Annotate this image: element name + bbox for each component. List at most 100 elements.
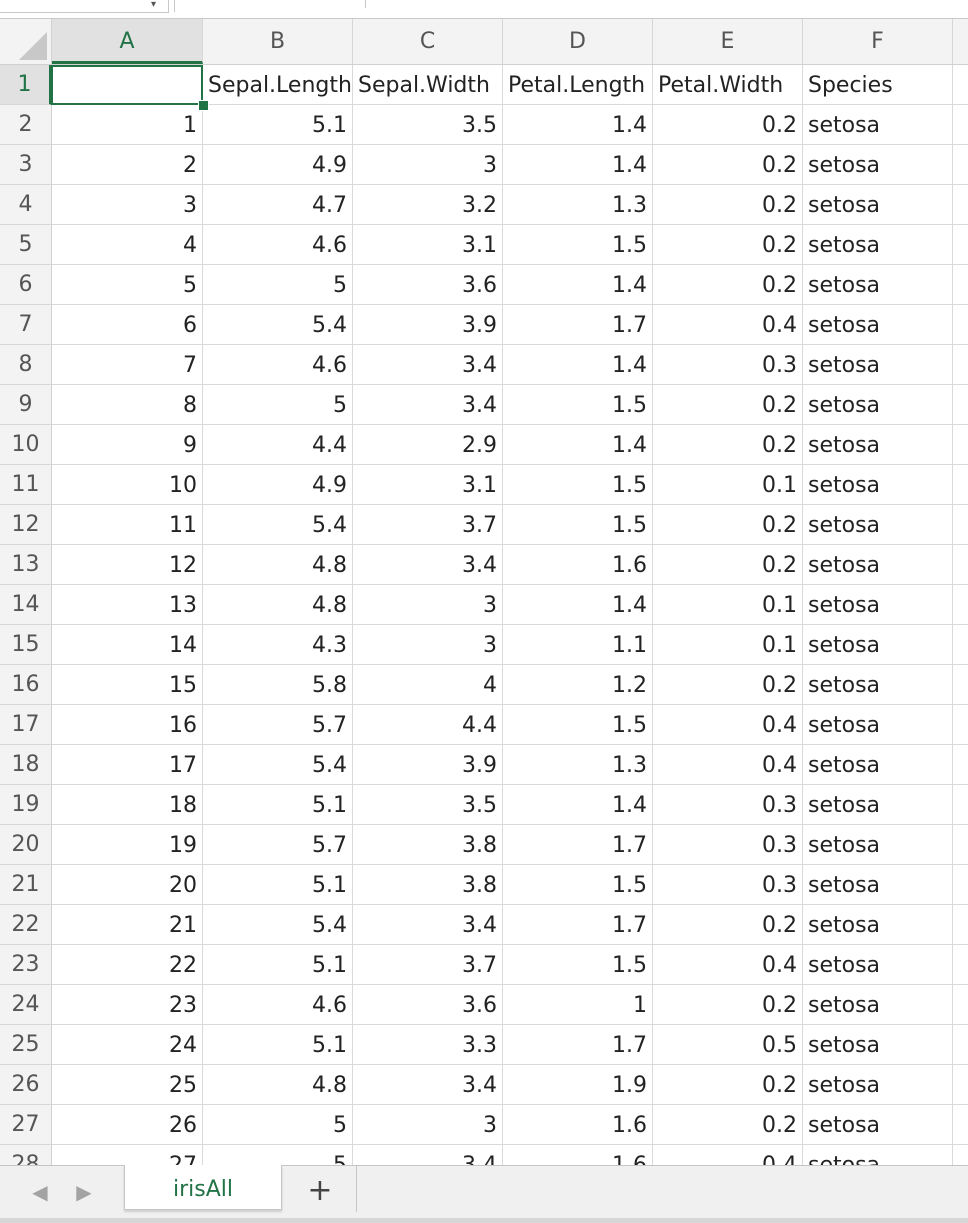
column-header-c[interactable]: C [353, 19, 503, 64]
cell-a8[interactable]: 7 [52, 345, 203, 385]
cell-f2[interactable]: setosa [803, 105, 953, 145]
cell-g27[interactable] [953, 1105, 968, 1145]
cell-d24[interactable]: 1 [503, 985, 653, 1025]
cell-e2[interactable]: 0.2 [653, 105, 803, 145]
cell-a27[interactable]: 26 [52, 1105, 203, 1145]
cell-f13[interactable]: setosa [803, 545, 953, 585]
select-all-corner[interactable] [0, 19, 52, 65]
cell-e21[interactable]: 0.3 [653, 865, 803, 905]
cell-c1[interactable]: Sepal.Width [353, 65, 503, 105]
cell-c6[interactable]: 3.6 [353, 265, 503, 305]
cell-c19[interactable]: 3.5 [353, 785, 503, 825]
sheet-tab-irisall[interactable]: irisAll [124, 1165, 282, 1210]
cell-d9[interactable]: 1.5 [503, 385, 653, 425]
cell-d14[interactable]: 1.4 [503, 585, 653, 625]
cell-c11[interactable]: 3.1 [353, 465, 503, 505]
cell-a3[interactable]: 2 [52, 145, 203, 185]
cell-e25[interactable]: 0.5 [653, 1025, 803, 1065]
row-header[interactable]: 24 [0, 985, 52, 1025]
row-header[interactable]: 25 [0, 1025, 52, 1065]
cell-b5[interactable]: 4.6 [203, 225, 353, 265]
cell-a10[interactable]: 9 [52, 425, 203, 465]
cell-g22[interactable] [953, 905, 968, 945]
cell-g1[interactable] [953, 65, 968, 105]
cell-c26[interactable]: 3.4 [353, 1065, 503, 1105]
cell-c23[interactable]: 3.7 [353, 945, 503, 985]
cell-d22[interactable]: 1.7 [503, 905, 653, 945]
cell-f17[interactable]: setosa [803, 705, 953, 745]
cell-d3[interactable]: 1.4 [503, 145, 653, 185]
cell-b8[interactable]: 4.6 [203, 345, 353, 385]
cell-a22[interactable]: 21 [52, 905, 203, 945]
cell-c24[interactable]: 3.6 [353, 985, 503, 1025]
cell-d12[interactable]: 1.5 [503, 505, 653, 545]
cell-e9[interactable]: 0.2 [653, 385, 803, 425]
cell-a21[interactable]: 20 [52, 865, 203, 905]
cell-d13[interactable]: 1.6 [503, 545, 653, 585]
cell-g17[interactable] [953, 705, 968, 745]
row-header[interactable]: 4 [0, 185, 52, 225]
row-header[interactable]: 18 [0, 745, 52, 785]
cell-d26[interactable]: 1.9 [503, 1065, 653, 1105]
cell-e12[interactable]: 0.2 [653, 505, 803, 545]
cell-g2[interactable] [953, 105, 968, 145]
row-header[interactable]: 7 [0, 305, 52, 345]
cell-c10[interactable]: 2.9 [353, 425, 503, 465]
cell-e6[interactable]: 0.2 [653, 265, 803, 305]
cell-d18[interactable]: 1.3 [503, 745, 653, 785]
cell-b10[interactable]: 4.4 [203, 425, 353, 465]
cell-a18[interactable]: 17 [52, 745, 203, 785]
row-header[interactable]: 3 [0, 145, 52, 185]
cell-d8[interactable]: 1.4 [503, 345, 653, 385]
row-header[interactable]: 5 [0, 225, 52, 265]
cell-e19[interactable]: 0.3 [653, 785, 803, 825]
cell-c16[interactable]: 4 [353, 665, 503, 705]
cell-d15[interactable]: 1.1 [503, 625, 653, 665]
cell-g5[interactable] [953, 225, 968, 265]
cell-d19[interactable]: 1.4 [503, 785, 653, 825]
cell-b2[interactable]: 5.1 [203, 105, 353, 145]
cell-b21[interactable]: 5.1 [203, 865, 353, 905]
row-header[interactable]: 15 [0, 625, 52, 665]
cell-g13[interactable] [953, 545, 968, 585]
cell-f15[interactable]: setosa [803, 625, 953, 665]
cell-d7[interactable]: 1.7 [503, 305, 653, 345]
cell-f11[interactable]: setosa [803, 465, 953, 505]
cell-f25[interactable]: setosa [803, 1025, 953, 1065]
cell-b14[interactable]: 4.8 [203, 585, 353, 625]
cell-b9[interactable]: 5 [203, 385, 353, 425]
cell-b15[interactable]: 4.3 [203, 625, 353, 665]
cell-b12[interactable]: 5.4 [203, 505, 353, 545]
cell-e18[interactable]: 0.4 [653, 745, 803, 785]
cell-f1[interactable]: Species [803, 65, 953, 105]
cell-f4[interactable]: setosa [803, 185, 953, 225]
cell-d2[interactable]: 1.4 [503, 105, 653, 145]
row-header[interactable]: 22 [0, 905, 52, 945]
cell-g25[interactable] [953, 1025, 968, 1065]
cell-d23[interactable]: 1.5 [503, 945, 653, 985]
cell-a1[interactable] [52, 65, 203, 105]
cell-d16[interactable]: 1.2 [503, 665, 653, 705]
cell-c14[interactable]: 3 [353, 585, 503, 625]
cell-g21[interactable] [953, 865, 968, 905]
row-header[interactable]: 21 [0, 865, 52, 905]
cell-g23[interactable] [953, 945, 968, 985]
cell-c25[interactable]: 3.3 [353, 1025, 503, 1065]
row-header[interactable]: 20 [0, 825, 52, 865]
cell-c27[interactable]: 3 [353, 1105, 503, 1145]
cell-f3[interactable]: setosa [803, 145, 953, 185]
cell-e15[interactable]: 0.1 [653, 625, 803, 665]
cell-g15[interactable] [953, 625, 968, 665]
cell-b3[interactable]: 4.9 [203, 145, 353, 185]
cell-g8[interactable] [953, 345, 968, 385]
row-header[interactable]: 1 [0, 65, 52, 105]
cell-f16[interactable]: setosa [803, 665, 953, 705]
cell-g20[interactable] [953, 825, 968, 865]
cell-a7[interactable]: 6 [52, 305, 203, 345]
cell-a26[interactable]: 25 [52, 1065, 203, 1105]
cell-b11[interactable]: 4.9 [203, 465, 353, 505]
cell-e7[interactable]: 0.4 [653, 305, 803, 345]
cell-c20[interactable]: 3.8 [353, 825, 503, 865]
cell-f12[interactable]: setosa [803, 505, 953, 545]
